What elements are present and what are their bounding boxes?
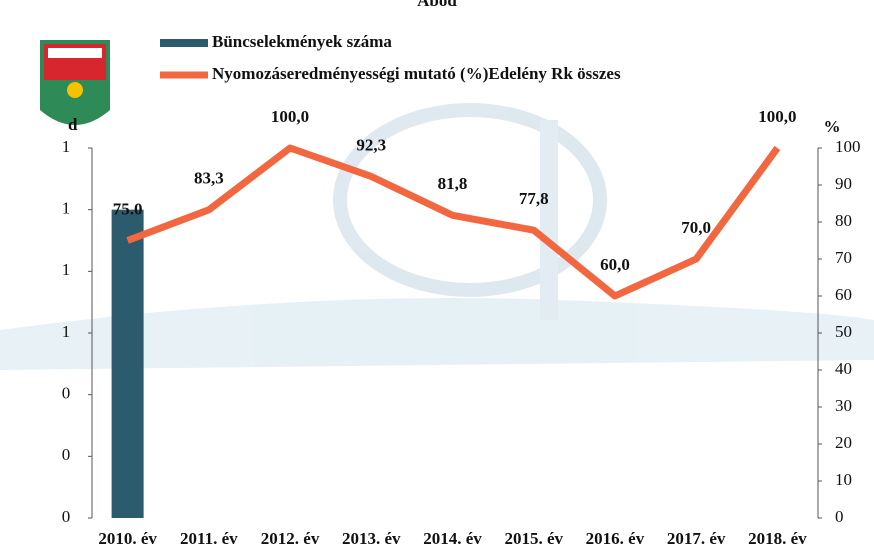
y2-tick-label: 40 [835, 359, 852, 378]
bar [111, 209, 144, 518]
y-tick-label: 1 [62, 322, 71, 341]
line [126, 144, 781, 300]
y2-tick-label: 0 [835, 507, 844, 526]
x-tick-label: 2015. év [504, 529, 563, 548]
y2-tick-label: 80 [835, 211, 852, 230]
y2-tick-label: 60 [835, 285, 852, 304]
y2-tick-label: 70 [835, 248, 852, 267]
y-tick-label: 1 [62, 260, 71, 279]
data-label: 77,8 [519, 189, 549, 208]
y-tick-label: 0 [62, 384, 71, 403]
data-label: 83,3 [194, 169, 224, 188]
background [0, 103, 874, 370]
legend-label: Nyomozáseredményességi mutató (%)Edelény… [212, 64, 621, 83]
x-tick-label: 2017. év [667, 529, 726, 548]
x-tick-label: 2010. év [98, 529, 157, 548]
y2-tick-label: 100 [835, 137, 861, 156]
y2-tick-label: 90 [835, 174, 852, 193]
y-tick-label: 0 [62, 445, 71, 464]
data-label: 70,0 [681, 218, 711, 237]
y-tick-label: 0 [62, 507, 71, 526]
x-tick-label: 2018. év [748, 529, 807, 548]
logo [40, 40, 110, 125]
data-label: 81,8 [438, 174, 468, 193]
y2-tick-label: 30 [835, 396, 852, 415]
y2-axis-label: % [824, 117, 841, 136]
x-tick-label: 2011. év [180, 529, 238, 548]
legend-label: Büncselekmények száma [212, 32, 392, 51]
x-tick-label: 2016. év [586, 529, 645, 548]
y-tick-label: 1 [62, 137, 71, 156]
legend-swatch [160, 39, 208, 47]
data-label: 92,3 [356, 135, 386, 154]
y2-tick-label: 10 [835, 470, 852, 489]
y2-tick-label: 50 [835, 322, 852, 341]
chart-title: Abod [417, 0, 457, 10]
y-axis-label: d [68, 115, 78, 134]
y2-tick-label: 20 [835, 433, 852, 452]
x-tick-label: 2012. év [261, 529, 320, 548]
y-tick-label: 1 [62, 199, 71, 218]
data-label: 75.0 [113, 199, 143, 218]
data-label: 100,0 [758, 107, 796, 126]
data-label: 100,0 [271, 107, 309, 126]
x-tick-label: 2013. év [342, 529, 401, 548]
data-label: 60,0 [600, 255, 630, 274]
x-tick-label: 2014. év [423, 529, 482, 548]
